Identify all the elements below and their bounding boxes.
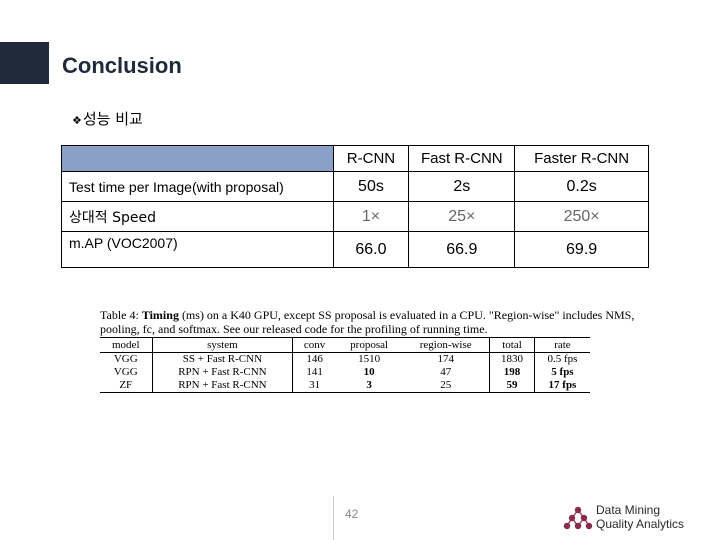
header-cell-rcnn: R-CNN [332, 145, 410, 172]
diamond-bullet-icon: ❖ [72, 114, 82, 127]
table-cell: 66.9 [408, 231, 516, 268]
table-cell: RPN + Fast R-CNN [152, 379, 294, 393]
header-cell-blank [61, 145, 334, 172]
header-cell: region-wise [402, 337, 491, 353]
header-cell: total [489, 337, 535, 353]
header-cell: proposal [335, 337, 403, 353]
timing-table: model system conv proposal region-wise t… [100, 337, 590, 393]
subtitle-text: 성능 비교 [82, 110, 143, 128]
table-caption: Table 4: Timing (ms) on a K40 GPU, excep… [100, 308, 640, 336]
table-row: m.AP (VOC2007) 66.0 66.9 69.9 [61, 231, 649, 268]
table-cell: VGG [100, 352, 153, 366]
table-cell: 3 [335, 379, 403, 393]
table-cell: 59 [489, 379, 535, 393]
table-cell: 0.5 fps [547, 353, 578, 365]
paper-table-excerpt: Table 4: Timing (ms) on a K40 GPU, excep… [100, 308, 640, 393]
comparison-table: R-CNN Fast R-CNN Faster R-CNN Test time … [61, 145, 649, 268]
table-cell: 198 [489, 366, 535, 379]
logo-line-1: Data Mining [596, 503, 661, 517]
table-cell: 1830 [489, 352, 535, 366]
header-cell: model [100, 337, 153, 353]
row-label: Test time per Image(with proposal) [61, 171, 334, 202]
table-cell: 25 [402, 379, 491, 393]
header-cell-fast-rcnn: Fast R-CNN [408, 145, 516, 172]
table-cell: 10 [363, 366, 375, 378]
table-cell: ZF [100, 379, 153, 393]
table-cell: 2s [408, 171, 516, 202]
header-cell: system [152, 337, 294, 353]
header-cell: rate [534, 337, 590, 353]
molecule-logo-icon [563, 506, 593, 530]
table-cell: 146 [306, 353, 323, 365]
table-cell: SS + Fast R-CNN [152, 352, 294, 366]
table-cell: 25× [408, 201, 516, 232]
title-accent-bar [0, 42, 49, 84]
table-row: VGG RPN + Fast R-CNN 141 10 47 198 5 fps [100, 366, 590, 379]
caption-lead: Table 4: [100, 308, 142, 322]
caption-bold: Timing [141, 308, 179, 322]
table-cell: VGG [100, 366, 153, 379]
table-row: ZF RPN + Fast R-CNN 31 3 25 59 17 fps [100, 379, 590, 393]
table-cell: 31 [292, 379, 336, 393]
table-cell: 250× [514, 201, 649, 232]
footer-divider [333, 496, 334, 540]
table-cell: 17 fps [534, 379, 590, 393]
table-cell: 69.9 [514, 231, 649, 268]
table-header-row: R-CNN Fast R-CNN Faster R-CNN [61, 145, 649, 172]
page-number: 42 [345, 507, 359, 521]
table-cell: RPN + Fast R-CNN [152, 366, 294, 379]
slide-title: Conclusion [62, 53, 182, 78]
caption-rest: (ms) on a K40 GPU, except SS proposal is… [100, 308, 635, 336]
slide-subtitle: ❖성능 비교 [72, 108, 143, 129]
table-cell: 141 [306, 366, 323, 378]
table-cell: 1× [332, 201, 410, 232]
row-label: m.AP (VOC2007) [61, 231, 334, 268]
table-cell: 0.2s [514, 171, 649, 202]
table-cell: 5 fps [551, 366, 574, 378]
table-row: 상대적 Speed 1× 25× 250× [61, 201, 649, 232]
table-cell: 66.0 [332, 231, 410, 268]
table-cell: 1510 [358, 353, 381, 365]
timing-header-row: model system conv proposal region-wise t… [100, 337, 590, 353]
table-cell: 47 [402, 366, 491, 379]
table-cell: 50s [332, 171, 410, 202]
table-row: Test time per Image(with proposal) 50s 2… [61, 171, 649, 202]
logo-text: Data Mining Quality Analytics [596, 503, 684, 531]
table-cell: 174 [402, 352, 491, 366]
table-row: VGG SS + Fast R-CNN 146 1510 174 1830 0.… [100, 352, 590, 366]
row-label: 상대적 Speed [61, 201, 334, 232]
logo-line-2: Quality Analytics [596, 517, 685, 531]
header-cell-faster-rcnn: Faster R-CNN [514, 145, 649, 172]
lab-logo: Data Mining Quality Analytics [563, 503, 693, 535]
header-cell: conv [292, 337, 336, 353]
